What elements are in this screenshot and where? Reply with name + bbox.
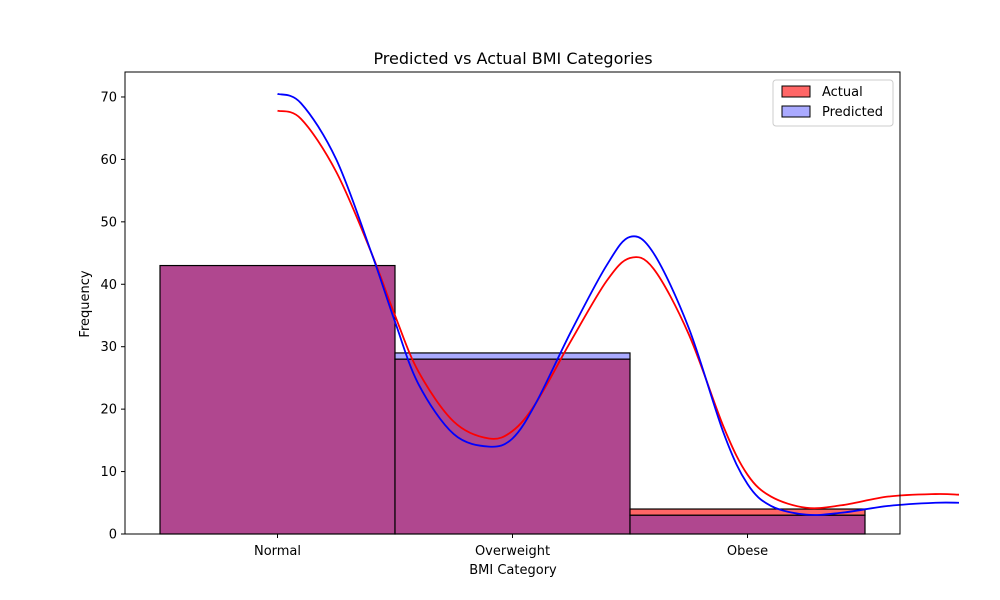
chart-title: Predicted vs Actual BMI Categories (373, 49, 652, 68)
kde-lines-group (277, 92, 960, 516)
bar-overweight (394, 358, 631, 535)
x-axis-label: BMI Category (469, 563, 557, 578)
y-axis-label: Frequency (78, 270, 93, 337)
legend-swatch-predicted (781, 105, 811, 118)
legend-swatch-actual (781, 85, 811, 98)
y-tick-label: 30 (100, 340, 117, 355)
bar-normal (159, 264, 396, 535)
axes-group: 0 10 20 30 40 50 60 70 Normal Overweight Obese (100, 71, 901, 559)
y-tick-label: 40 (100, 278, 117, 293)
kde-line-predicted (277, 92, 960, 516)
kde-line-actual (277, 109, 960, 510)
bar-obese (629, 514, 866, 535)
bar-excess-overweight (394, 352, 631, 360)
x-tick-label: Normal (254, 544, 301, 559)
legend-label-predicted: Predicted (822, 105, 883, 120)
y-tick-label: 20 (100, 403, 117, 418)
y-tick-label: 10 (100, 465, 117, 480)
legend-label-actual: Actual (822, 85, 863, 100)
y-tick-label: 70 (100, 90, 117, 105)
bars-group (159, 264, 866, 535)
y-tick-label: 50 (100, 215, 117, 230)
x-tick-label: Overweight (475, 544, 550, 559)
legend: Actual Predicted (772, 79, 894, 127)
y-tick-label: 60 (100, 153, 117, 168)
x-tick-label: Obese (727, 544, 768, 559)
y-tick-label: 0 (109, 528, 117, 543)
